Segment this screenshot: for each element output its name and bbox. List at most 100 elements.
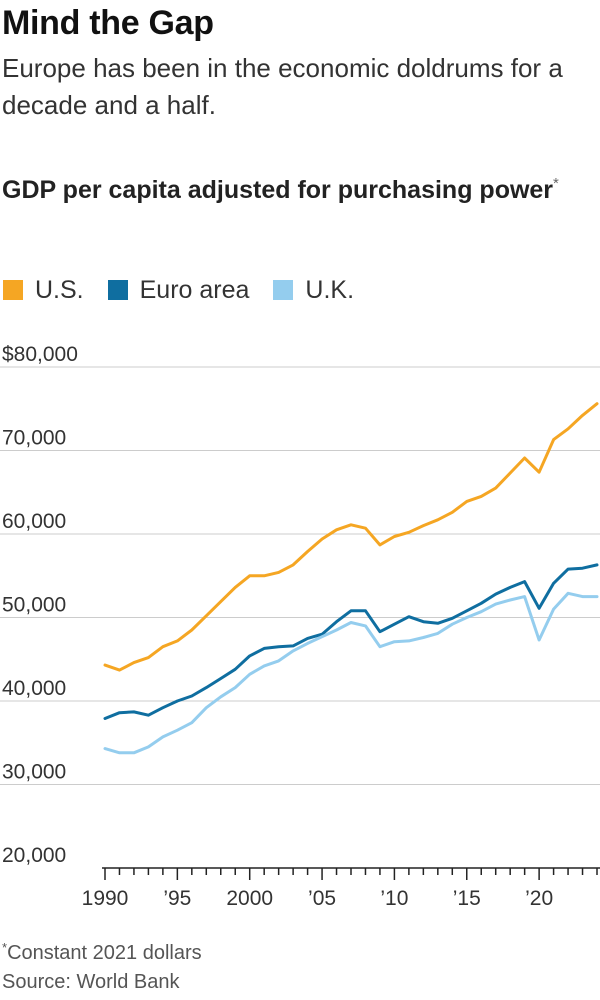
data-point-euro-2021 <box>552 582 555 585</box>
data-point-uk-1996 <box>190 721 194 724</box>
data-point-uk-2015 <box>465 616 468 619</box>
series-line-us <box>103 402 599 672</box>
data-point-us-1991 <box>118 668 121 672</box>
data-point-uk-2005 <box>320 635 324 638</box>
data-point-us-1996 <box>190 628 194 632</box>
data-point-euro-1998 <box>219 677 222 680</box>
data-point-us-2011 <box>407 531 411 534</box>
data-point-euro-2008 <box>364 609 367 613</box>
data-point-us-2012 <box>422 524 425 527</box>
legend-label-uk: U.K. <box>305 275 355 304</box>
data-point-uk-2021 <box>552 607 555 611</box>
data-point-uk-2001 <box>262 664 266 668</box>
x-tick-label: 2000 <box>226 887 273 910</box>
y-tick-label: $80,000 <box>2 343 78 366</box>
data-point-uk-2006 <box>335 628 338 632</box>
source-line: Source: World Bank <box>2 971 180 993</box>
data-point-us-2003 <box>291 563 295 567</box>
data-point-uk-2012 <box>422 636 425 639</box>
data-point-us-2014 <box>451 511 454 514</box>
data-point-us-2024 <box>595 402 599 405</box>
legend-label-us: U.S. <box>35 275 84 304</box>
legend-item-euro: Euro area <box>107 275 250 305</box>
chart-title-marker: * <box>553 175 559 192</box>
footnote-text: Constant 2021 dollars <box>7 942 202 964</box>
data-point-uk-2003 <box>291 649 295 653</box>
data-point-us-2007 <box>349 523 353 527</box>
data-point-uk-2014 <box>451 622 454 626</box>
data-point-us-1995 <box>176 639 179 643</box>
data-point-euro-1997 <box>205 686 208 689</box>
legend-label-euro: Euro area <box>139 275 250 304</box>
data-point-uk-1998 <box>219 695 222 699</box>
data-point-uk-2002 <box>277 659 280 663</box>
data-point-euro-2023 <box>581 567 584 570</box>
data-point-us-2009 <box>378 543 382 547</box>
data-point-uk-1992 <box>132 751 136 754</box>
data-point-euro-1999 <box>234 668 237 671</box>
y-tick-label: 30,000 <box>2 761 66 784</box>
data-point-uk-2024 <box>595 595 599 598</box>
data-point-us-2022 <box>566 427 570 430</box>
data-point-euro-2007 <box>349 609 353 613</box>
data-point-uk-2004 <box>306 642 309 645</box>
data-point-uk-1997 <box>205 706 208 709</box>
data-point-euro-2002 <box>277 645 280 648</box>
data-point-us-2016 <box>480 495 483 498</box>
data-point-us-2002 <box>277 571 280 574</box>
data-point-euro-2017 <box>494 592 497 596</box>
data-point-euro-2024 <box>595 563 599 567</box>
data-point-us-2017 <box>494 486 497 490</box>
footnote: *Constant 2021 dollars <box>2 932 202 969</box>
data-point-uk-2018 <box>508 598 512 602</box>
data-point-uk-2022 <box>566 592 570 595</box>
data-point-uk-2020 <box>537 638 541 642</box>
data-point-uk-2023 <box>581 595 584 598</box>
data-point-us-2008 <box>364 526 367 530</box>
data-point-us-2015 <box>465 500 468 503</box>
data-point-us-2019 <box>523 456 526 460</box>
dek: Europe has been in the economic doldrums… <box>2 53 563 120</box>
data-point-uk-1990 <box>103 747 107 750</box>
grid-layer <box>0 366 600 785</box>
data-point-uk-1995 <box>176 729 179 732</box>
data-point-uk-2013 <box>436 632 440 635</box>
data-point-us-2013 <box>436 518 440 522</box>
chart-title-text: GDP per capita adjusted for purchasing p… <box>2 176 554 204</box>
data-point-us-2001 <box>262 574 266 577</box>
data-point-uk-2007 <box>349 621 353 624</box>
data-point-euro-2006 <box>335 620 338 623</box>
data-point-uk-2000 <box>248 673 251 676</box>
data-point-us-2020 <box>537 471 541 474</box>
data-point-euro-2010 <box>393 622 396 626</box>
data-point-euro-1996 <box>190 694 194 698</box>
data-point-uk-2010 <box>393 640 396 643</box>
x-tick-label: ’15 <box>453 887 481 910</box>
data-point-uk-1993 <box>147 745 150 749</box>
line-chart: $80,000 70,000 60,000 50,000 40,000 30,000 20,… <box>0 343 600 910</box>
data-point-uk-2011 <box>407 639 411 643</box>
legend-swatch-uk <box>273 280 294 300</box>
data-point-us-2006 <box>335 528 338 532</box>
legend-swatch-euro <box>107 280 128 300</box>
data-point-euro-1992 <box>132 710 136 714</box>
legend-item-uk: U.K. <box>273 276 354 305</box>
data-point-euro-2011 <box>407 615 411 618</box>
data-point-euro-2000 <box>248 654 251 658</box>
x-tick-label: ’10 <box>380 887 408 910</box>
data-point-euro-2018 <box>508 586 512 589</box>
data-point-euro-1993 <box>147 713 150 717</box>
data-point-us-2000 <box>248 574 251 577</box>
legend-item-us: U.S. <box>3 276 84 305</box>
x-tick-label: ’95 <box>163 887 191 910</box>
x-tick-label: ’05 <box>308 887 336 910</box>
data-point-us-2010 <box>393 535 396 538</box>
data-point-us-1999 <box>234 586 237 589</box>
data-point-uk-2019 <box>523 595 526 598</box>
legend: U.S. Euro area U.K. <box>3 270 378 310</box>
data-point-euro-1994 <box>161 706 165 709</box>
series-layer <box>103 402 599 755</box>
data-point-us-1993 <box>147 656 150 659</box>
data-point-uk-2008 <box>364 624 367 628</box>
footnote-marker: * <box>2 940 8 955</box>
